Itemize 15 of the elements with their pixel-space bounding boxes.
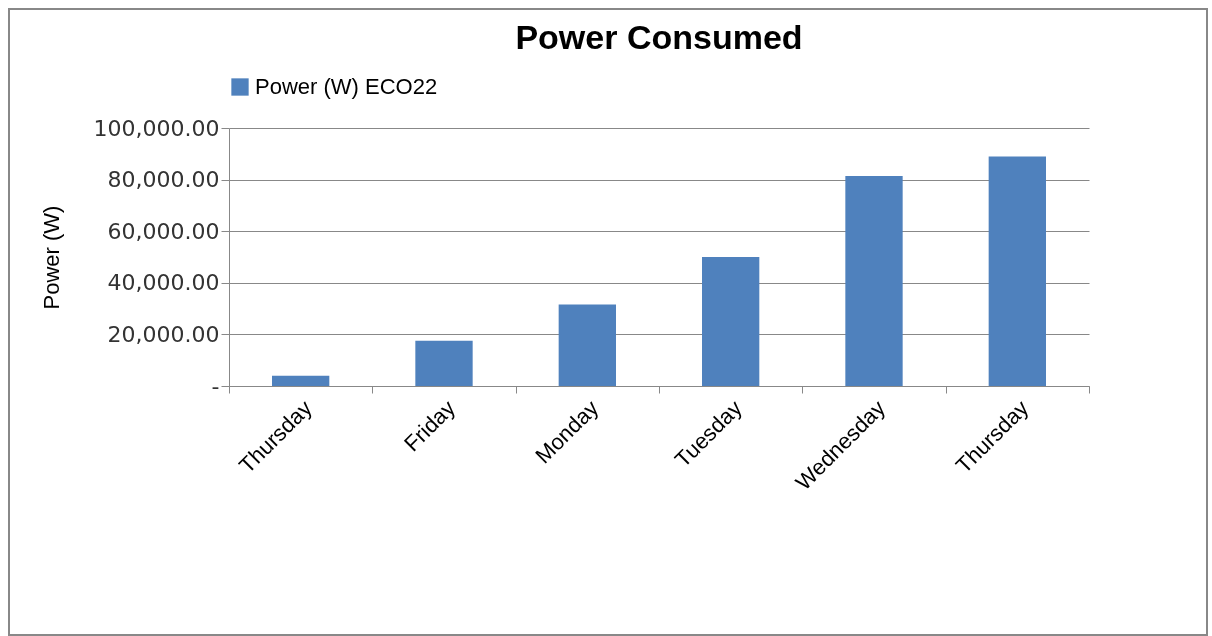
bar xyxy=(415,340,473,386)
bar xyxy=(272,375,330,386)
y-tick-label: 40,000.00 xyxy=(107,270,220,296)
legend-label: Power (W) ECO22 xyxy=(255,74,438,99)
bar xyxy=(845,175,903,386)
bar xyxy=(702,257,760,386)
chart-title: Power Consumed xyxy=(515,18,803,56)
bar xyxy=(988,156,1046,386)
y-tick-label: 80,000.00 xyxy=(107,167,220,193)
y-tick-label: 100,000.00 xyxy=(93,115,220,141)
y-tick-label: - xyxy=(211,373,220,399)
y-tick-label: 60,000.00 xyxy=(107,218,220,244)
y-tick-label: 20,000.00 xyxy=(107,321,220,347)
bar xyxy=(558,304,616,386)
y-axis-title: Power (W) xyxy=(38,205,64,310)
